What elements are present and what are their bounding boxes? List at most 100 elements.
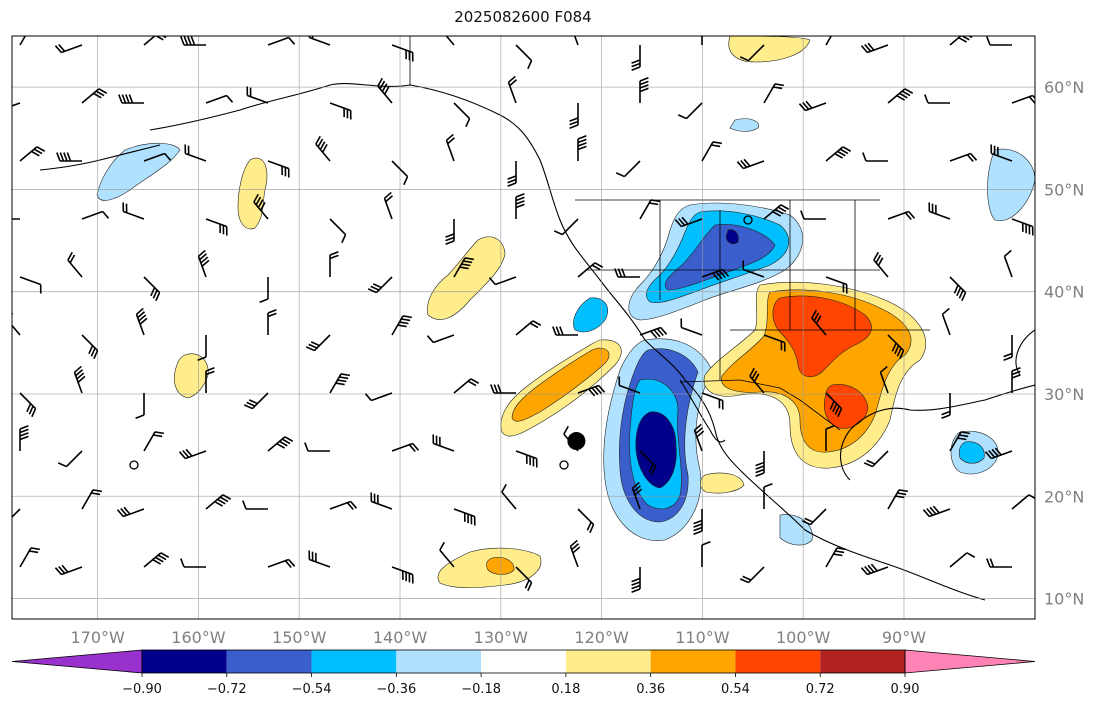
colorbar-tick-label: 0.72 [806, 682, 835, 697]
colorbar-tick-label: −0.72 [207, 682, 247, 697]
colorbar-segment [735, 650, 821, 673]
wind-barb [674, 216, 703, 228]
wind-barb [569, 103, 579, 129]
wind-barb [825, 547, 847, 568]
wind-barb [453, 508, 476, 526]
wind-barb [631, 45, 641, 71]
wind-barb [693, 423, 705, 452]
coastline-north-america-west [329, 83, 986, 601]
wind-barb [19, 36, 27, 46]
contour-texas-high-core [823, 384, 869, 429]
wind-barb [763, 483, 773, 509]
wind-barb [701, 36, 703, 45]
wind-barb [329, 102, 352, 120]
wind-barb [391, 44, 414, 62]
colorbar-tick-label: −0.18 [461, 682, 501, 697]
wind-barb [631, 481, 643, 510]
longitude-tick-label: 170°W [70, 628, 125, 647]
wind-barb [749, 367, 765, 394]
map-title: 2025082600 F084 [454, 8, 592, 26]
wind-barb [329, 251, 339, 277]
wind-barb [81, 88, 108, 104]
wind-barb [267, 558, 296, 569]
coastline-aleutians [39, 144, 161, 171]
contour-aleutian-low [96, 142, 181, 201]
colorbar-segment [311, 650, 397, 673]
contour-rockies-low-center [725, 229, 739, 245]
wind-barb [377, 77, 393, 104]
colorbar-tick-label: 0.36 [636, 682, 665, 697]
wind-barb [453, 378, 480, 394]
wind-barb [949, 431, 971, 452]
wind-barb [267, 436, 294, 452]
wind-barb [501, 483, 517, 510]
longitude-tick-label: 130°W [474, 628, 529, 647]
colorbar-segment [396, 650, 482, 673]
wind-barb [639, 199, 661, 220]
wind-barb [178, 448, 207, 460]
longitude-tick-label: 140°W [373, 628, 428, 647]
map-area [12, 36, 1035, 619]
wind-barb [577, 262, 604, 278]
wind-barb [811, 309, 827, 336]
latitude-tick-label: 20°N [1044, 487, 1084, 506]
wind-barb [197, 335, 207, 361]
wind-barb [267, 160, 290, 178]
wind-barb [887, 88, 914, 104]
contour-baja-low-core [635, 411, 677, 489]
wind-barb [873, 251, 889, 278]
wind-barb [887, 489, 909, 510]
wind-barb [432, 434, 455, 452]
contour-gulf-low-core [958, 441, 985, 464]
wind-barb [986, 36, 1012, 46]
colorbar-tick-label: −0.90 [122, 682, 162, 697]
wind-barb [677, 102, 703, 120]
wind-barb [577, 135, 587, 161]
wind-barb [742, 260, 765, 278]
wind-barb [763, 334, 786, 352]
wind-barb [577, 508, 595, 534]
wind-barb [19, 425, 29, 451]
wind-barb [143, 552, 170, 568]
wind-barb [329, 500, 358, 511]
map-frame [11, 35, 1036, 620]
wind-barb [135, 307, 148, 336]
wind-barb [54, 564, 83, 576]
longitude-tick-label: 120°W [574, 628, 629, 647]
wind-barb [81, 210, 110, 220]
wind-barb [701, 141, 723, 162]
wind-barb [135, 393, 145, 419]
wind-barb [639, 326, 668, 339]
contour-pacific-high-2 [237, 157, 268, 230]
wind-barb [205, 494, 232, 510]
wind-barb [922, 505, 951, 518]
wind-barb [862, 152, 888, 162]
longitude-tick-label: 100°W [776, 628, 831, 647]
wind-barb [949, 276, 967, 302]
wind-barb [860, 42, 889, 54]
wind-barb [56, 152, 82, 162]
wind-barb [515, 193, 525, 219]
wind-barb [1003, 249, 1013, 278]
wind-barb [197, 249, 210, 278]
wind-barb [639, 450, 657, 476]
wind-barb [391, 315, 413, 336]
wind-barb [798, 100, 827, 112]
wind-barb [259, 277, 269, 303]
latitude-tick-label: 50°N [1044, 180, 1084, 199]
contour-lakes-low [987, 148, 1035, 222]
borders [409, 36, 930, 431]
wind-barb [739, 44, 765, 62]
wind-barb [984, 447, 1013, 460]
colorbar-tick-label: 0.90 [891, 682, 920, 697]
wind-barb [614, 268, 640, 278]
wind-barb [180, 36, 206, 46]
wind-barb [308, 550, 331, 568]
wind-barb [364, 392, 393, 402]
wind-barb [825, 276, 848, 294]
wind-barb [19, 547, 41, 568]
wind-barb [618, 376, 641, 394]
wind-barb [1011, 494, 1035, 510]
wind-barb [81, 334, 99, 360]
wind-barb [12, 312, 21, 336]
